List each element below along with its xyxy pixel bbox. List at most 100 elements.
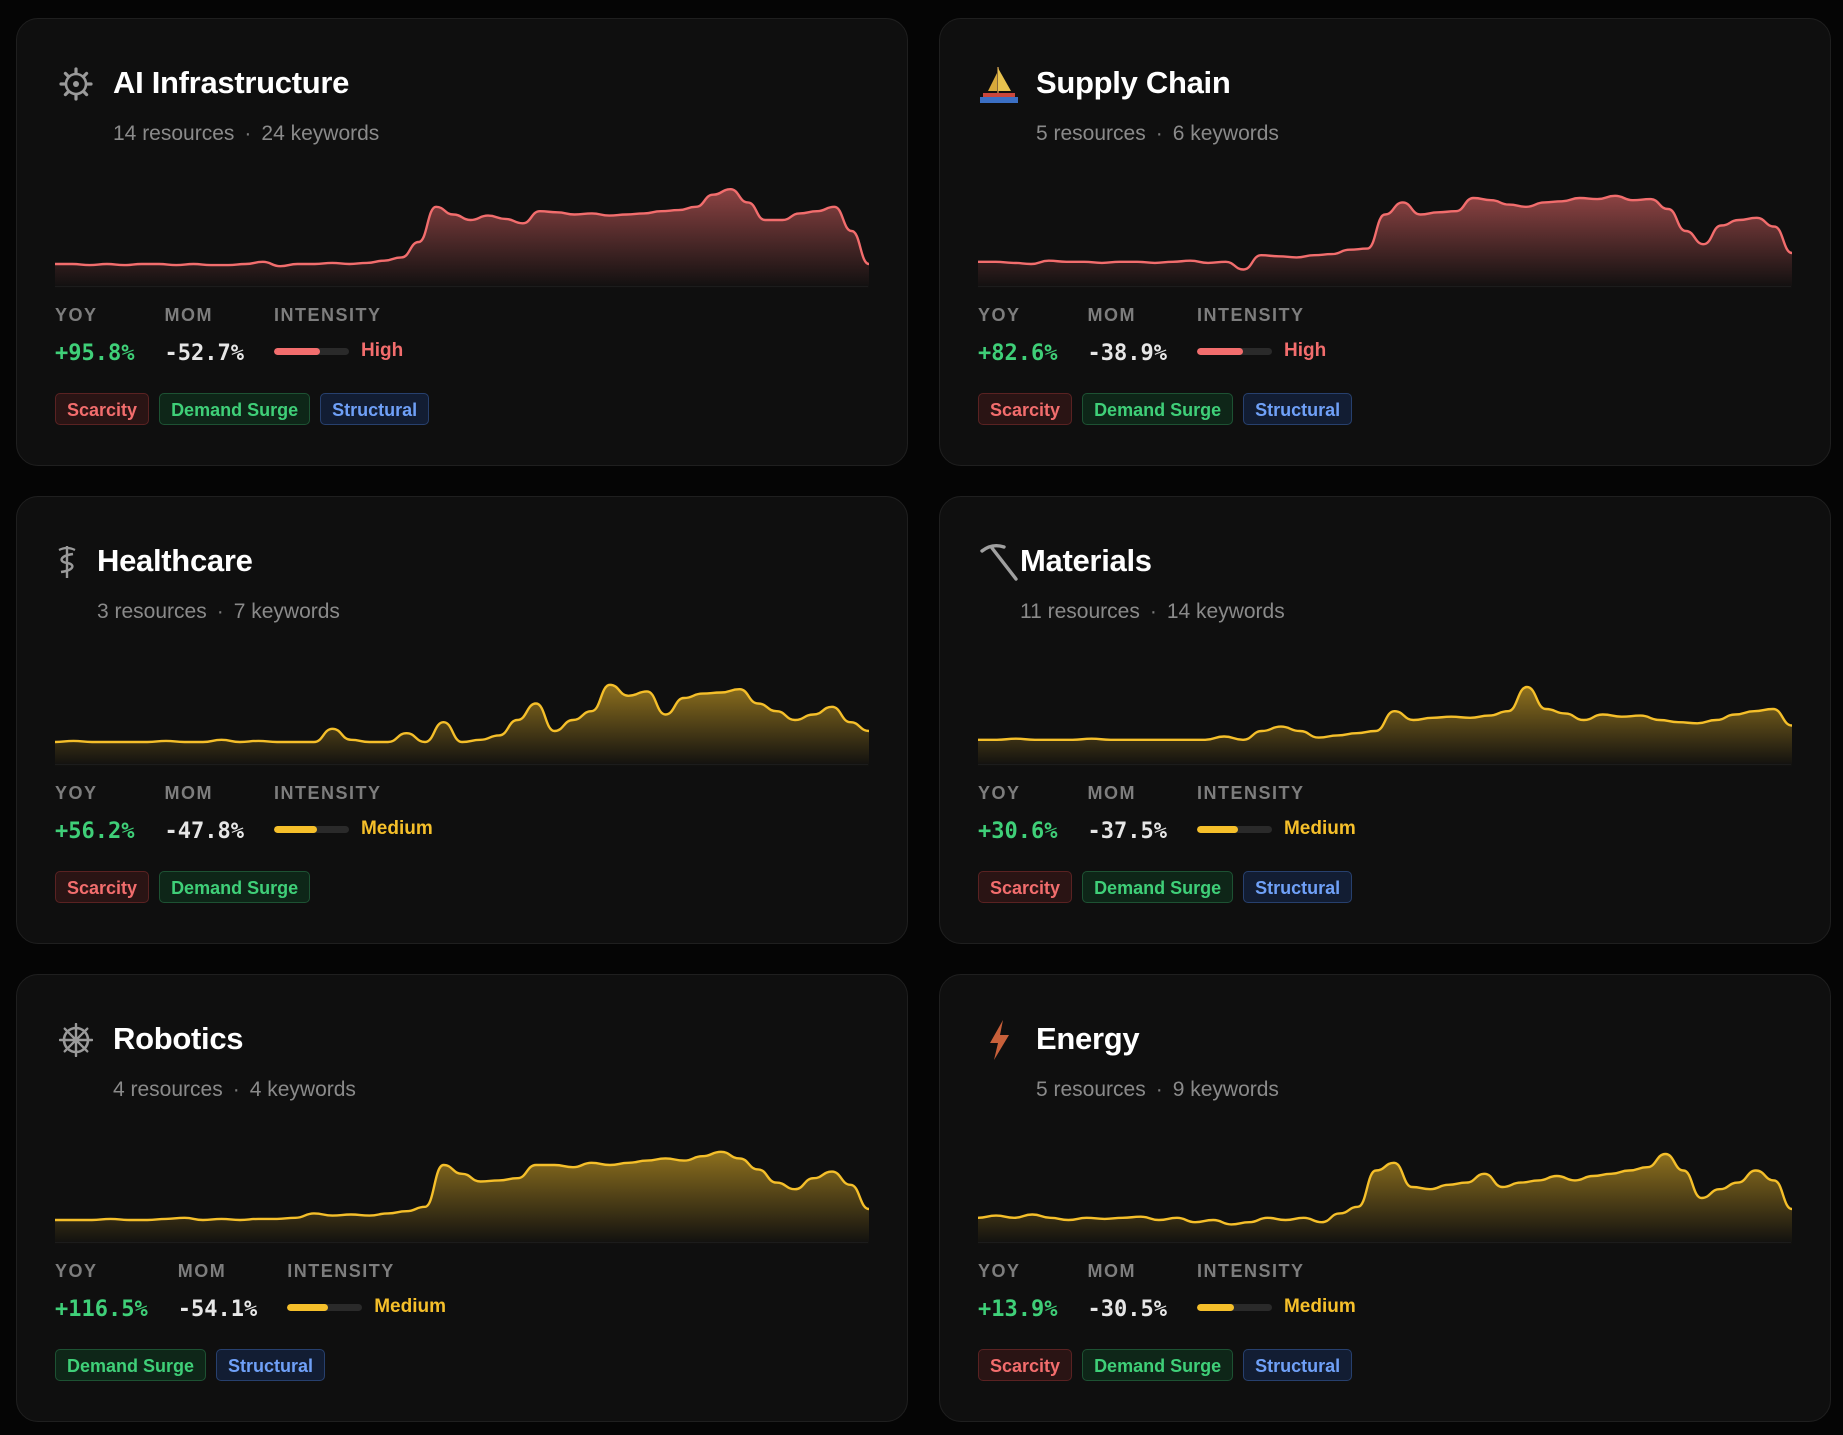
resources-count: 5 resources bbox=[1036, 122, 1146, 145]
tag-list: Scarcity Demand Surge bbox=[55, 871, 320, 903]
tag-structural: Structural bbox=[1243, 871, 1353, 903]
intensity-level: Medium bbox=[374, 1296, 446, 1317]
tag-list: Scarcity Demand Surge Structural bbox=[978, 871, 1362, 903]
tag-demand-surge: Demand Surge bbox=[1082, 393, 1234, 425]
intensity-label: INTENSITY bbox=[1196, 783, 1305, 803]
tag-demand-surge: Demand Surge bbox=[55, 1349, 207, 1381]
sector-card-healthcare[interactable]: Healthcare 3 resources · 7 keywords YOY +5… bbox=[16, 496, 908, 944]
sparkline-line bbox=[55, 187, 869, 268]
sparkline-line bbox=[978, 685, 1792, 742]
mom-label: MOM bbox=[164, 783, 213, 803]
card-header: Energy 5 resources · 9 keywords bbox=[978, 975, 1791, 1115]
stat-yoy: YOY +82.6% bbox=[978, 305, 1057, 366]
card-title: Energy bbox=[1036, 1021, 1140, 1056]
stat-yoy: YOY +56.2% bbox=[55, 783, 134, 844]
tag-list: Scarcity Demand Surge Structural bbox=[978, 1349, 1362, 1381]
stats-row: YOY +82.6% MOM -38.9% INTENSITY High bbox=[978, 305, 1356, 366]
intensity-bar bbox=[273, 825, 349, 833]
tag-demand-surge: Demand Surge bbox=[1082, 1349, 1234, 1381]
yoy-label: YOY bbox=[978, 1261, 1021, 1281]
intensity-level: Medium bbox=[1283, 1296, 1356, 1317]
card-header: AI Infrastructure 14 resources · 24 keywor… bbox=[55, 19, 868, 159]
intensity-bar-fill bbox=[273, 347, 321, 355]
stat-intensity: INTENSITY Medium bbox=[1196, 783, 1356, 844]
tag-demand-surge: Demand Surge bbox=[1082, 871, 1234, 903]
divider bbox=[978, 286, 1791, 287]
stats-row: YOY +30.6% MOM -37.5% INTENSITY Medium bbox=[978, 783, 1386, 844]
intensity-bar-fill bbox=[1196, 825, 1239, 833]
card-meta: 5 resources · 6 keywords bbox=[1036, 122, 1279, 146]
keywords-count: 24 keywords bbox=[261, 122, 380, 145]
yoy-label: YOY bbox=[978, 305, 1021, 325]
card-title: Healthcare bbox=[97, 543, 253, 578]
trend-sparkline bbox=[978, 685, 1792, 767]
stat-intensity: INTENSITY High bbox=[273, 305, 403, 366]
sector-card-ai-infrastructure[interactable]: AI Infrastructure 14 resources · 24 keywor… bbox=[16, 18, 908, 466]
yoy-label: YOY bbox=[55, 1261, 98, 1281]
stat-intensity: INTENSITY Medium bbox=[287, 1261, 446, 1322]
stat-yoy: YOY +30.6% bbox=[978, 783, 1057, 844]
tag-demand-surge: Demand Surge bbox=[159, 393, 311, 425]
sector-card-robotics[interactable]: Robotics 4 resources · 4 keywords YOY +116… bbox=[16, 974, 908, 1422]
stat-mom: MOM -52.7% bbox=[164, 305, 243, 366]
intensity-label: INTENSITY bbox=[273, 783, 382, 803]
mom-label: MOM bbox=[177, 1261, 227, 1281]
card-meta: 4 resources · 4 keywords bbox=[113, 1078, 356, 1102]
sector-card-materials[interactable]: Materials 11 resources · 14 keywords YOY +… bbox=[939, 496, 1831, 944]
stats-row: YOY +13.9% MOM -30.5% INTENSITY Medium bbox=[978, 1261, 1386, 1322]
stat-yoy: YOY +95.8% bbox=[55, 305, 134, 366]
yoy-value: +116.5% bbox=[55, 1297, 148, 1322]
tag-scarcity: Scarcity bbox=[978, 871, 1073, 903]
intensity-bar bbox=[1196, 347, 1272, 355]
stat-intensity: INTENSITY Medium bbox=[273, 783, 433, 844]
sparkline-area bbox=[55, 1151, 869, 1245]
tag-structural: Structural bbox=[1243, 393, 1353, 425]
card-header: Supply Chain 5 resources · 6 keywords bbox=[978, 19, 1791, 159]
meta-separator: · bbox=[1149, 600, 1157, 623]
sector-card-energy[interactable]: Energy 5 resources · 9 keywords YOY +13.9%… bbox=[939, 974, 1831, 1422]
gear-icon bbox=[55, 63, 97, 105]
stat-intensity: INTENSITY High bbox=[1196, 305, 1326, 366]
mom-label: MOM bbox=[1087, 1261, 1136, 1281]
tag-list: Scarcity Demand Surge Structural bbox=[55, 393, 439, 425]
pickaxe-icon bbox=[978, 541, 1020, 583]
tag-scarcity: Scarcity bbox=[55, 393, 150, 425]
trend-sparkline bbox=[55, 683, 869, 767]
sparkline-area bbox=[55, 189, 869, 289]
tag-structural: Structural bbox=[1243, 1349, 1353, 1381]
mom-value: -38.9% bbox=[1087, 341, 1167, 366]
card-title: AI Infrastructure bbox=[113, 65, 350, 100]
intensity-label: INTENSITY bbox=[1196, 1261, 1305, 1281]
intensity-bar bbox=[1196, 825, 1272, 833]
sparkline-line bbox=[55, 683, 869, 744]
tag-scarcity: Scarcity bbox=[55, 871, 150, 903]
keywords-count: 7 keywords bbox=[233, 600, 340, 623]
meta-separator: · bbox=[1155, 122, 1163, 145]
intensity-bar bbox=[1196, 1303, 1272, 1311]
card-meta: 14 resources · 24 keywords bbox=[113, 122, 379, 146]
tag-scarcity: Scarcity bbox=[978, 1349, 1073, 1381]
tag-structural: Structural bbox=[216, 1349, 326, 1381]
intensity-bar bbox=[287, 1303, 363, 1311]
resources-count: 3 resources bbox=[97, 600, 207, 623]
intensity-bar-fill bbox=[1196, 1303, 1235, 1311]
lightning-icon bbox=[978, 1019, 1020, 1061]
divider bbox=[55, 1242, 868, 1243]
stat-intensity: INTENSITY Medium bbox=[1196, 1261, 1356, 1322]
tag-demand-surge: Demand Surge bbox=[159, 871, 311, 903]
stat-mom: MOM -30.5% bbox=[1087, 1261, 1166, 1322]
sparkline-area bbox=[978, 687, 1792, 767]
trend-sparkline bbox=[978, 194, 1792, 289]
sparkline-area bbox=[978, 195, 1792, 289]
intensity-bar-fill bbox=[273, 825, 318, 833]
sector-card-supply-chain[interactable]: Supply Chain 5 resources · 6 keywords YOY … bbox=[939, 18, 1831, 466]
stat-mom: MOM -54.1% bbox=[178, 1261, 257, 1322]
card-title: Supply Chain bbox=[1036, 65, 1231, 100]
sparkline-line bbox=[978, 1152, 1792, 1226]
stats-row: YOY +95.8% MOM -52.7% INTENSITY High bbox=[55, 305, 433, 366]
mom-value: -37.5% bbox=[1087, 819, 1167, 844]
mom-label: MOM bbox=[164, 305, 213, 325]
stats-row: YOY +116.5% MOM -54.1% INTENSITY Medium bbox=[55, 1261, 476, 1322]
caduceus-icon bbox=[55, 541, 79, 583]
